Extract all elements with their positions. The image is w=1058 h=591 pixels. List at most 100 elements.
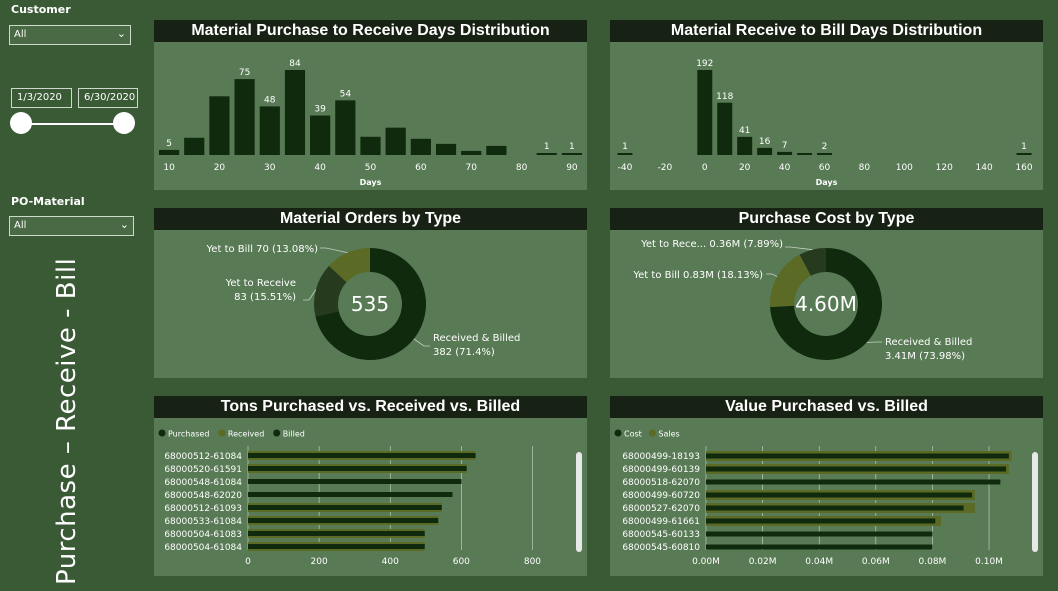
- donut-slice[interactable]: [770, 248, 882, 360]
- bar-billed: [248, 493, 453, 496]
- donut-slice[interactable]: [328, 248, 370, 283]
- value-bar-panel: Value Purchased vs. Billed Cost Sales 0.00…: [610, 396, 1043, 576]
- bar-data-label: 84: [289, 59, 301, 69]
- bar-data-label: 2: [822, 142, 828, 152]
- date-slider-track[interactable]: [22, 123, 125, 125]
- cost-by-type-panel: Purchase Cost by Type Received & Billed 3…: [610, 208, 1043, 378]
- bar-billed: [248, 480, 462, 483]
- date-slider-start-handle[interactable]: [10, 112, 32, 134]
- x-tick-label: 0: [245, 557, 251, 567]
- histogram-bar: [360, 136, 381, 155]
- x-tick-label: 40: [314, 163, 326, 173]
- x-tick-label: 70: [465, 163, 477, 173]
- bar-billed: [248, 467, 465, 470]
- date-start-input[interactable]: 1/3/2020: [11, 88, 72, 108]
- leader-line: [303, 289, 317, 301]
- chart-title: Value Purchased vs. Billed: [610, 396, 1043, 418]
- x-axis-label: Days: [360, 178, 382, 187]
- x-tick-label: 50: [365, 163, 377, 173]
- bar-data-label: 48: [264, 95, 276, 105]
- tons-bar-panel: Tons Purchased vs. Received vs. Billed P…: [154, 396, 587, 576]
- bar-data-label: 5: [166, 139, 172, 149]
- purchase-to-receive-histogram-panel: Material Purchase to Receive Days Distri…: [154, 20, 587, 190]
- x-tick-label: 10: [163, 163, 175, 173]
- slice-data-label: Received & Billed: [885, 337, 972, 348]
- date-end-input[interactable]: 6/30/2020: [78, 88, 138, 108]
- category-label: 68000527-62070: [622, 504, 700, 514]
- chart-title: Material Orders by Type: [154, 208, 587, 230]
- bar-data-label: 16: [759, 137, 771, 147]
- x-tick-label: 0.10M: [975, 557, 1003, 567]
- x-tick-label: 0.02M: [749, 557, 777, 567]
- x-tick-label: 120: [936, 163, 953, 173]
- category-label: 68000504-61083: [164, 530, 242, 540]
- x-tick-label: 80: [516, 163, 528, 173]
- category-label: 68000548-62020: [164, 491, 242, 501]
- x-tick-label: -20: [658, 163, 673, 173]
- x-tick-label: 60: [819, 163, 831, 173]
- po-material-dropdown[interactable]: All ⌄: [9, 216, 134, 236]
- receive-to-bill-histogram-panel: Material Receive to Bill Days Distributi…: [610, 20, 1043, 190]
- slice-data-label: 382 (71.4%): [433, 347, 495, 358]
- category-label: 68000545-60810: [622, 543, 700, 553]
- bar-data-label: 1: [1021, 142, 1027, 152]
- donut-slice[interactable]: [770, 254, 811, 308]
- bar-data-label: 39: [314, 105, 326, 115]
- bar-data-label: 54: [340, 89, 352, 99]
- bar-data-label: 1: [569, 142, 575, 152]
- category-label: 68000512-61093: [164, 504, 242, 514]
- x-tick-label: 200: [311, 557, 328, 567]
- bar-data-label: 1: [622, 142, 628, 152]
- x-tick-label: 0.08M: [919, 557, 947, 567]
- category-label: 68000499-18193: [622, 452, 700, 462]
- histogram-bar: [410, 138, 431, 155]
- x-tick-label: 40: [779, 163, 791, 173]
- histogram-bar: [777, 151, 793, 155]
- leader-line: [766, 273, 778, 277]
- donut-chart: Received & Billed 3.41M (73.98%) Yet to Bi…: [632, 239, 972, 362]
- bar-data-label: 7: [782, 141, 788, 151]
- slice-data-label: Received & Billed: [433, 333, 520, 344]
- donut-chart: Received & Billed 382 (71.4%) Yet to Recei…: [206, 244, 520, 360]
- chart-title: Purchase Cost by Type: [610, 208, 1043, 230]
- legend-marker: [158, 429, 166, 437]
- donut-center-total: 4.60M: [795, 292, 857, 316]
- histogram-bar: [184, 137, 205, 155]
- scrollbar[interactable]: [1032, 452, 1038, 552]
- category-label: 68000520-61591: [164, 465, 242, 475]
- bar-billed: [248, 506, 440, 509]
- slice-data-label: Yet to Receive: [225, 278, 296, 289]
- horizontal-bar-chart: Purchased Received Billed 0 200 400 600 800 6800…: [158, 429, 541, 567]
- customer-dropdown[interactable]: All ⌄: [9, 25, 131, 45]
- donut-slice[interactable]: [314, 265, 347, 317]
- histogram-bar: [697, 70, 713, 155]
- customer-dropdown-value: All: [14, 29, 27, 40]
- x-tick-label: 80: [859, 163, 871, 173]
- category-label: 68000512-61084: [164, 452, 242, 462]
- x-tick-label: 0.00M: [692, 557, 720, 567]
- category-label: 68000504-61084: [164, 543, 242, 553]
- orders-by-type-panel: Material Orders by Type Received & Bille…: [154, 208, 587, 378]
- category-label: 68000548-61084: [164, 478, 242, 488]
- bar-data-label: 192: [696, 59, 713, 69]
- x-tick-label: 0.04M: [805, 557, 833, 567]
- bar-data-label: 75: [239, 68, 250, 78]
- category-label: 68000518-62070: [622, 478, 700, 488]
- legend-marker: [614, 429, 622, 437]
- x-tick-label: 600: [453, 557, 470, 567]
- slice-data-label: 83 (15.51%): [234, 292, 296, 303]
- histogram-bar: [209, 96, 230, 155]
- category-label: 68000499-61661: [622, 517, 700, 527]
- slice-data-label: 3.41M (73.98%): [885, 351, 965, 362]
- x-tick-label: 30: [264, 163, 276, 173]
- customer-slicer-label: Customer: [11, 3, 71, 16]
- date-slider-end-handle[interactable]: [113, 112, 135, 134]
- x-tick-label: 0: [702, 163, 708, 173]
- scrollbar[interactable]: [576, 452, 582, 552]
- histogram-bar: [536, 153, 557, 155]
- legend-marker: [648, 429, 656, 437]
- donut-slice[interactable]: [799, 248, 826, 276]
- bar-billed: [248, 532, 424, 535]
- donut-slice[interactable]: [315, 248, 426, 360]
- histogram-bar: [234, 79, 255, 155]
